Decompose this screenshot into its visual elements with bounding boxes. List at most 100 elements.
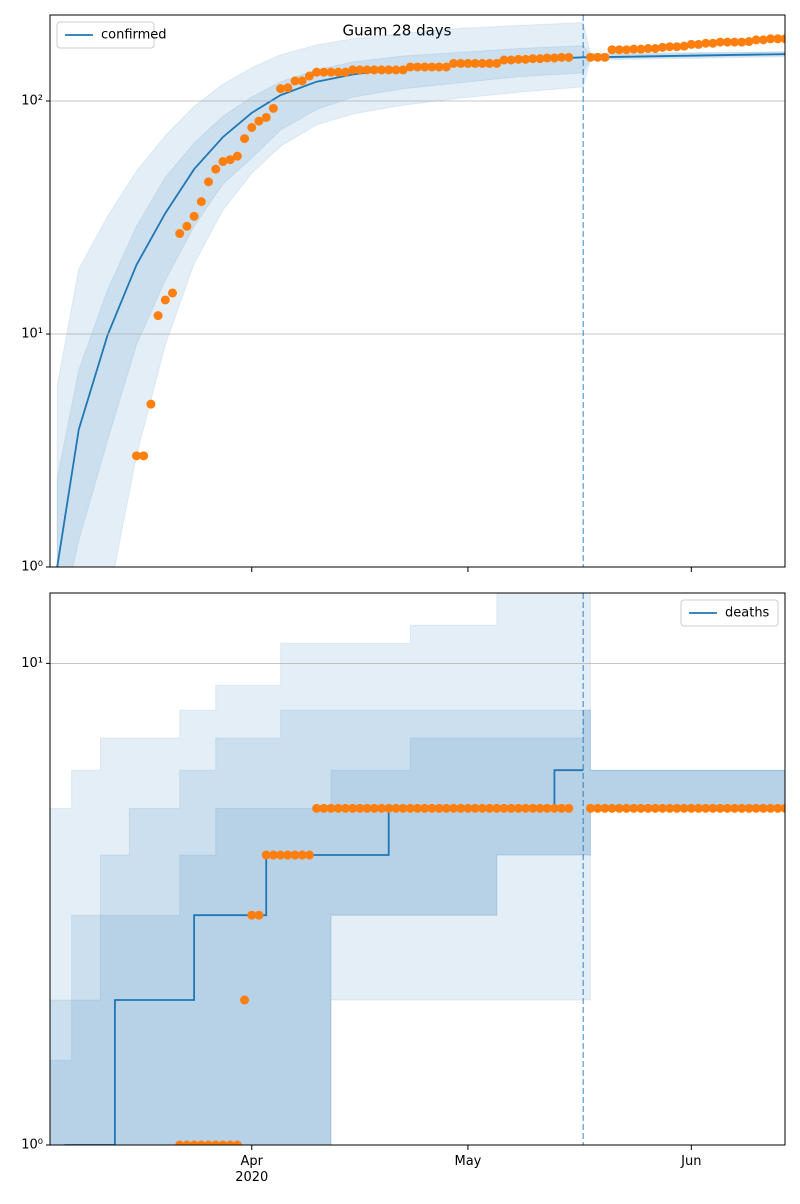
data-point [715, 37, 725, 47]
data-point [225, 1140, 235, 1145]
data-point [730, 37, 740, 47]
data-point [175, 1140, 185, 1145]
data-point [766, 803, 776, 813]
data-point [283, 850, 293, 860]
legend-label: confirmed [101, 28, 167, 43]
data-point [506, 55, 516, 65]
axes-frame [49, 14, 786, 568]
data-point [355, 803, 365, 813]
data-point [449, 803, 459, 813]
data-point [333, 803, 343, 813]
data-point [196, 197, 206, 207]
data-point [362, 803, 372, 813]
legend-label: deaths [725, 606, 770, 621]
data-point [535, 803, 545, 813]
data-point [679, 41, 689, 51]
data-point [268, 103, 278, 113]
data-point [391, 65, 401, 75]
data-point [535, 54, 545, 64]
data-point [146, 399, 156, 409]
data-point [528, 803, 538, 813]
data-point [528, 54, 538, 64]
data-point [283, 83, 293, 93]
data-point [557, 52, 567, 62]
data-point [506, 803, 516, 813]
data-point [232, 1140, 242, 1145]
data-point [665, 42, 675, 52]
data-point [297, 850, 307, 860]
data-point [600, 52, 610, 62]
data-point [441, 62, 451, 72]
data-point [434, 803, 444, 813]
data-point [456, 58, 466, 68]
data-point [420, 803, 430, 813]
data-point [355, 65, 365, 75]
data-point [405, 62, 415, 72]
data-point [189, 211, 199, 221]
data-point [600, 803, 610, 813]
confidence-band [56, 22, 785, 567]
data-point [196, 1140, 206, 1145]
data-point [672, 42, 682, 52]
data-point [686, 39, 696, 49]
data-point [369, 65, 379, 75]
data-point [607, 45, 617, 55]
data-point [694, 803, 704, 813]
data-point [614, 45, 624, 55]
data-point [708, 803, 718, 813]
data-point [218, 157, 228, 167]
data-point [744, 37, 754, 47]
data-point [413, 803, 422, 813]
data-point [665, 803, 675, 813]
data-point [758, 803, 768, 813]
data-point [477, 803, 487, 813]
y-tick-label: 10⁰ [21, 560, 43, 575]
data-point [766, 34, 776, 44]
data-point [650, 803, 660, 813]
data-point [326, 803, 336, 813]
data-point [456, 803, 466, 813]
data-point [722, 37, 732, 47]
data-point [218, 1140, 228, 1145]
confidence-band [50, 593, 785, 1145]
data-point [499, 803, 509, 813]
y-tick-label: 10¹ [21, 327, 43, 342]
axes-frame [49, 592, 786, 1146]
data-point [290, 76, 300, 86]
x-tick-label: Jun [680, 1154, 701, 1169]
data-point [369, 803, 379, 813]
data-point [326, 67, 336, 77]
data-point [758, 35, 768, 45]
data-point [636, 44, 646, 54]
data-point [340, 67, 350, 77]
data-point [643, 803, 653, 813]
data-point [319, 803, 329, 813]
data-point [499, 55, 509, 65]
data-point [376, 65, 386, 75]
data-point [708, 38, 718, 48]
data-point [780, 34, 785, 44]
data-point [629, 44, 639, 54]
data-point [621, 45, 631, 55]
data-point [398, 803, 408, 813]
x-tick-label: Apr 2020 [235, 1154, 268, 1185]
data-point [384, 65, 394, 75]
data-point [672, 803, 682, 813]
data-point [391, 803, 401, 813]
data-point [240, 995, 250, 1005]
legend-box [56, 21, 155, 49]
data-point [730, 803, 740, 813]
data-point [463, 58, 473, 68]
data-point [232, 151, 242, 161]
data-point [376, 803, 386, 813]
data-point [513, 803, 523, 813]
data-point [549, 803, 559, 813]
data-point [340, 803, 350, 813]
data-point [225, 155, 235, 165]
data-point [434, 62, 444, 72]
data-point [240, 134, 250, 144]
series-line [64, 769, 584, 1145]
y-tick-label: 10⁰ [21, 1138, 43, 1153]
data-point [686, 803, 696, 813]
data-point [153, 311, 163, 321]
